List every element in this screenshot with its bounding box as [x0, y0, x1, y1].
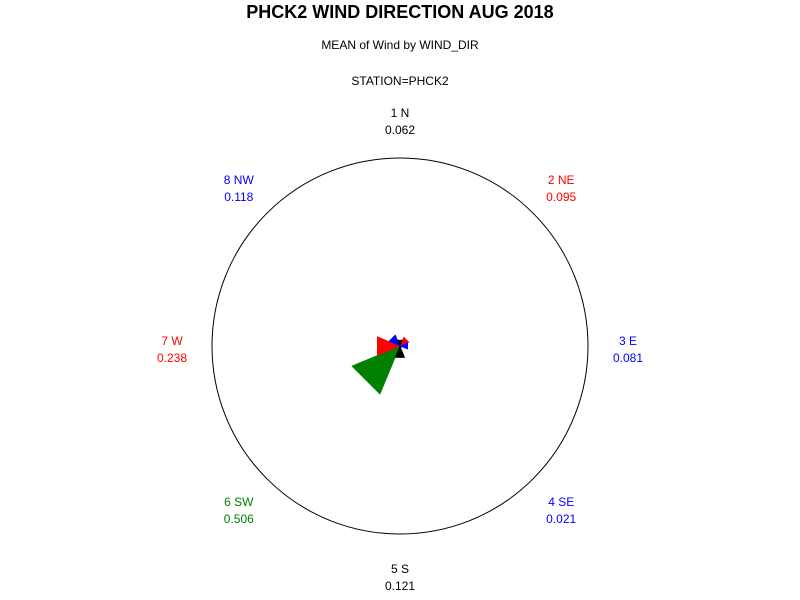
- direction-label: 5 S: [391, 562, 409, 576]
- chart-title: PHCK2 WIND DIRECTION AUG 2018: [246, 2, 553, 22]
- direction-value-label: 0.121: [385, 579, 415, 593]
- direction-value-label: 0.095: [546, 190, 576, 204]
- direction-labels: 1 N 0.062 2 NE 0.095 3 E 0.081 4 SE 0.021 5 S 0.1…: [157, 106, 643, 593]
- direction-label: 4 SE: [548, 495, 574, 509]
- petal-3-e: [399, 342, 408, 350]
- direction-label-group-8-nw: 8 NW 0.118: [224, 173, 255, 204]
- direction-label: 1 N: [391, 106, 410, 120]
- direction-label: 6 SW: [224, 495, 254, 509]
- direction-label-group-2-ne: 2 NE 0.095: [546, 173, 576, 204]
- direction-value-label: 0.021: [546, 512, 576, 526]
- direction-label-group-4-se: 4 SE 0.021: [546, 495, 576, 526]
- direction-label: 2 NE: [548, 173, 575, 187]
- direction-label-group-1-n: 1 N 0.062: [385, 106, 415, 137]
- petal-1-n: [397, 339, 403, 347]
- direction-value-label: 0.081: [613, 351, 643, 365]
- direction-label-group-7-w: 7 W 0.238: [157, 334, 187, 365]
- direction-label: 3 E: [619, 334, 637, 348]
- direction-value-label: 0.506: [224, 512, 254, 526]
- wind-rose-outer-circle: [211, 157, 589, 535]
- direction-label: 8 NW: [224, 173, 255, 187]
- petal-4-se: [399, 345, 403, 349]
- chart-subtitle: MEAN of Wind by WIND_DIR: [321, 38, 479, 52]
- wind-petals: [351, 334, 410, 395]
- direction-label-group-3-e: 3 E 0.081: [613, 334, 643, 365]
- direction-value-label: 0.118: [224, 190, 253, 204]
- petal-6-sw: [351, 345, 401, 395]
- direction-value-label: 0.062: [385, 123, 415, 137]
- direction-label: 7 W: [161, 334, 183, 348]
- direction-label-group-5-s: 5 S 0.121: [385, 562, 415, 593]
- station-label: STATION=PHCK2: [351, 74, 449, 88]
- direction-value-label: 0.238: [157, 351, 187, 365]
- petal-5-s: [394, 345, 406, 358]
- direction-label-group-6-sw: 6 SW 0.506: [224, 495, 254, 526]
